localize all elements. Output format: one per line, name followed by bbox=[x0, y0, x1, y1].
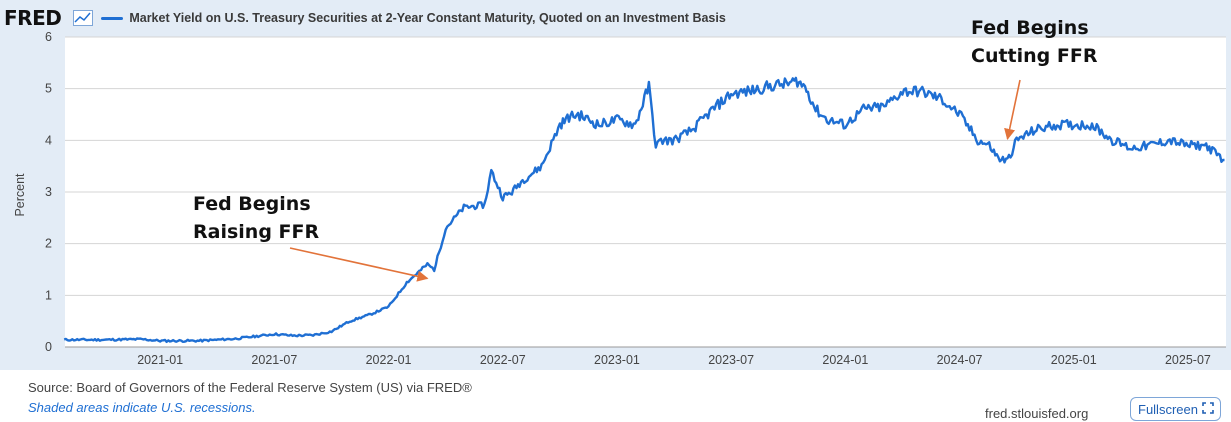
x-tick-label: 2024-01 bbox=[822, 353, 868, 367]
y-tick-label: 5 bbox=[45, 82, 52, 96]
x-tick-label: 2024-07 bbox=[937, 353, 983, 367]
x-tick-label: 2021-01 bbox=[137, 353, 183, 367]
y-tick-label: 0 bbox=[45, 340, 52, 354]
y-axis-ticks: 0 1 2 3 4 5 6 bbox=[45, 30, 52, 354]
chart-header: FRED Market Yield on U.S. Treasury Secur… bbox=[4, 6, 726, 30]
y-tick-label: 4 bbox=[45, 133, 52, 147]
annotation-label: Fed Begins bbox=[971, 17, 1089, 39]
annotation-label: Raising FFR bbox=[193, 221, 319, 243]
y-tick-label: 1 bbox=[45, 288, 52, 302]
y-tick-label: 3 bbox=[45, 185, 52, 199]
y-axis-label: Percent bbox=[13, 173, 27, 217]
fred-logo[interactable]: FRED bbox=[4, 6, 62, 30]
series-layer bbox=[63, 76, 1225, 343]
series-title: Market Yield on U.S. Treasury Securities… bbox=[129, 11, 726, 25]
source-text: Source: Board of Governors of the Federa… bbox=[28, 380, 472, 395]
annotation-label: Fed Begins bbox=[193, 193, 311, 215]
annotations: Fed Begins Raising FFR Fed Begins Cutting F… bbox=[193, 17, 1098, 282]
x-tick-label: 2022-07 bbox=[480, 353, 526, 367]
graph-icon bbox=[73, 10, 94, 26]
annotation-label: Cutting FFR bbox=[971, 45, 1098, 67]
annotation-arrow bbox=[289, 247, 429, 282]
x-tick-label: 2023-07 bbox=[708, 353, 754, 367]
x-axis-ticks: 2021-01 2021-07 2022-01 2022-07 2023-01 2023-… bbox=[65, 346, 1226, 367]
fullscreen-button[interactable]: Fullscreen bbox=[1130, 397, 1221, 421]
fullscreen-icon bbox=[1202, 401, 1214, 417]
series-line-dgs2 bbox=[63, 76, 1225, 343]
recession-note[interactable]: Shaded areas indicate U.S. recessions. bbox=[28, 400, 256, 415]
x-tick-label: 2022-01 bbox=[366, 353, 412, 367]
line-chart: 0 1 2 3 4 5 6 2021-01 2021-07 2022-01 2022-07 2023… bbox=[13, 17, 1226, 367]
x-tick-label: 2025-01 bbox=[1051, 353, 1097, 367]
x-tick-label: 2021-07 bbox=[251, 353, 297, 367]
fred-url[interactable]: fred.stlouisfed.org bbox=[985, 406, 1089, 421]
legend-line-swatch bbox=[101, 16, 124, 20]
fullscreen-label: Fullscreen bbox=[1138, 401, 1198, 417]
y-tick-label: 2 bbox=[45, 237, 52, 251]
x-tick-label: 2023-01 bbox=[594, 353, 640, 367]
x-tick-label: 2025-07 bbox=[1165, 353, 1211, 367]
y-tick-label: 6 bbox=[45, 30, 52, 44]
annotation-arrow bbox=[1004, 79, 1021, 141]
